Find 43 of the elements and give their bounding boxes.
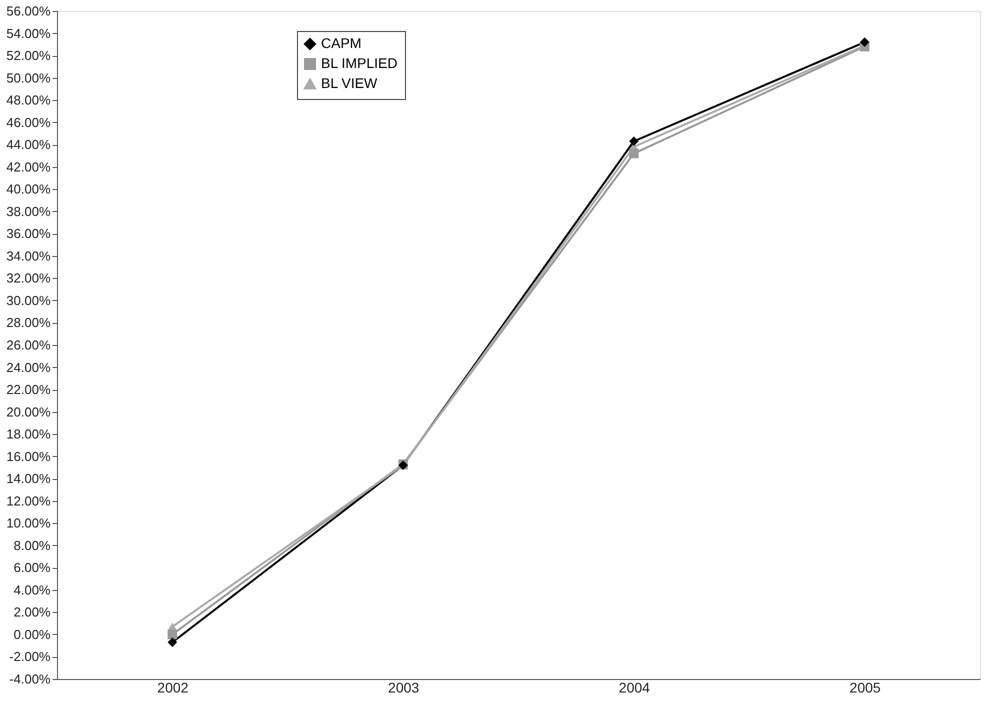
y-tick-label: 46.00%: [6, 114, 51, 130]
y-tick-label: 38.00%: [6, 204, 51, 219]
y-tick-label: 56.00%: [6, 4, 51, 18]
legend-label: BL VIEW: [321, 75, 378, 91]
y-tick-label: 30.00%: [6, 292, 51, 308]
y-tick-label: 40.00%: [6, 182, 51, 197]
point: [629, 148, 639, 158]
y-tick-label: 2.00%: [14, 604, 51, 620]
y-tick-label: 24.00%: [6, 360, 51, 375]
y-tick-label: 36.00%: [6, 226, 51, 242]
y-tick-label: 28.00%: [6, 315, 51, 330]
y-tick-label: 22.00%: [6, 382, 51, 398]
point: [168, 630, 178, 640]
y-tick-label: 18.00%: [6, 426, 51, 442]
y-tick-label: 10.00%: [6, 516, 51, 531]
x-tick-label: 2002: [157, 680, 189, 696]
y-tick-label: 16.00%: [6, 448, 51, 464]
point: [629, 136, 639, 146]
y-tick-label: 6.00%: [14, 560, 51, 576]
y-tick-label: 32.00%: [6, 270, 51, 286]
x-tick-label: 2005: [850, 680, 881, 696]
x-tick-label: 2004: [618, 680, 650, 696]
y-tick-label: 0.00%: [14, 626, 51, 642]
y-tick-label: 42.00%: [6, 159, 51, 174]
y-tick-label: 50.00%: [6, 70, 51, 86]
y-tick-label: 52.00%: [6, 48, 51, 64]
point: [860, 37, 870, 47]
y-tick-label: 54.00%: [6, 26, 51, 41]
y-tick-label: 26.00%: [6, 338, 51, 352]
point: [168, 638, 178, 648]
y-tick-label: 8.00%: [14, 538, 51, 553]
y-tick-label: 12.00%: [6, 493, 51, 508]
x-tick-label: 2003: [388, 680, 420, 696]
y-tick-label: 20.00%: [6, 404, 51, 420]
y-tick-label: 48.00%: [6, 92, 51, 108]
y-tick-label: 44.00%: [6, 137, 51, 152]
y-tick-label: -2.00%: [9, 649, 51, 664]
y-tick-label: 4.00%: [14, 582, 51, 598]
y-tick-label: 14.00%: [6, 471, 51, 486]
y-tick-label: 34.00%: [6, 248, 51, 264]
legend-label: CAPM: [321, 35, 362, 51]
y-tick-label: -4.00%: [9, 672, 51, 686]
legend-label: BL IMPLIED: [321, 55, 398, 71]
